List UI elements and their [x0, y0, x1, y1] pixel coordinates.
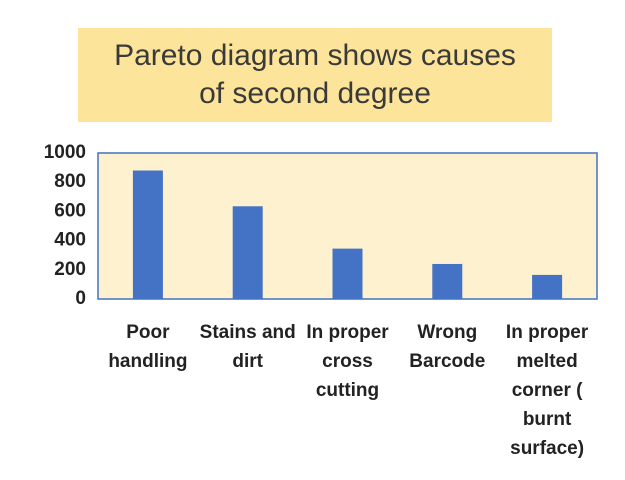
- y-tick-label: 600: [54, 200, 86, 221]
- y-tick-label: 200: [54, 259, 86, 280]
- bar: [132, 170, 163, 299]
- y-tick-label: 800: [54, 171, 86, 192]
- y-tick-label: 1000: [44, 142, 86, 163]
- x-tick-label: Wrong Barcode: [409, 322, 486, 372]
- bar: [532, 274, 563, 299]
- y-tick-label: 0: [75, 288, 86, 309]
- chart-title: Pareto diagram shows causes of second de…: [78, 28, 552, 122]
- x-tick-label: Poor handling: [108, 322, 188, 372]
- bar: [432, 263, 463, 299]
- x-tick-label: In proper cross cutting: [306, 322, 389, 401]
- bar: [332, 248, 363, 299]
- x-tick-label: In proper melted corner ( burnt surface): [505, 322, 589, 459]
- y-tick-label: 400: [54, 230, 86, 251]
- x-tick-label: Stains and dirt: [199, 322, 296, 372]
- bar: [232, 206, 263, 299]
